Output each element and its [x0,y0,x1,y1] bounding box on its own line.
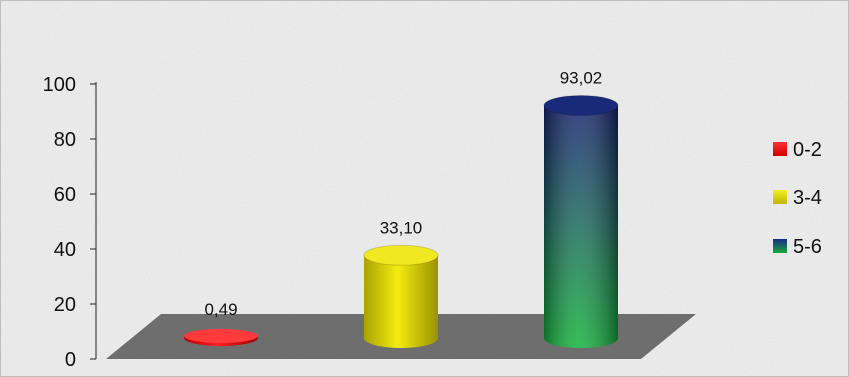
bar-body [364,255,438,348]
legend-label: 3-4 [793,187,822,209]
legend-entry-5-6: 5-6 [773,236,822,258]
y-tick-label: 100 [43,74,76,96]
y-tick-label: 60 [54,184,76,206]
bar-0-2 [184,329,258,346]
legend-label: 5-6 [793,236,822,258]
legend-swatch [773,142,787,156]
legend-swatch [773,239,787,253]
y-tick-label: 40 [54,239,76,261]
y-tick-label: 80 [54,129,76,151]
data-label-0-2: 0,49 [204,300,237,319]
bar-shading [544,105,618,348]
bar-top [543,94,619,116]
data-label-3-4: 33,10 [380,218,423,237]
bar-3-4 [363,244,439,348]
legend-swatch [773,190,787,204]
legend-entry-3-4: 3-4 [773,187,822,209]
bar-top [363,244,439,266]
legend-entry-0-2: 0-2 [773,139,822,161]
bar-top-highlight [184,329,258,343]
bar-5-6 [543,94,619,348]
data-label-5-6: 93,02 [560,68,603,87]
y-tick-label: 0 [65,349,76,371]
y-tick-label: 20 [54,294,76,316]
legend-label: 0-2 [793,139,822,161]
